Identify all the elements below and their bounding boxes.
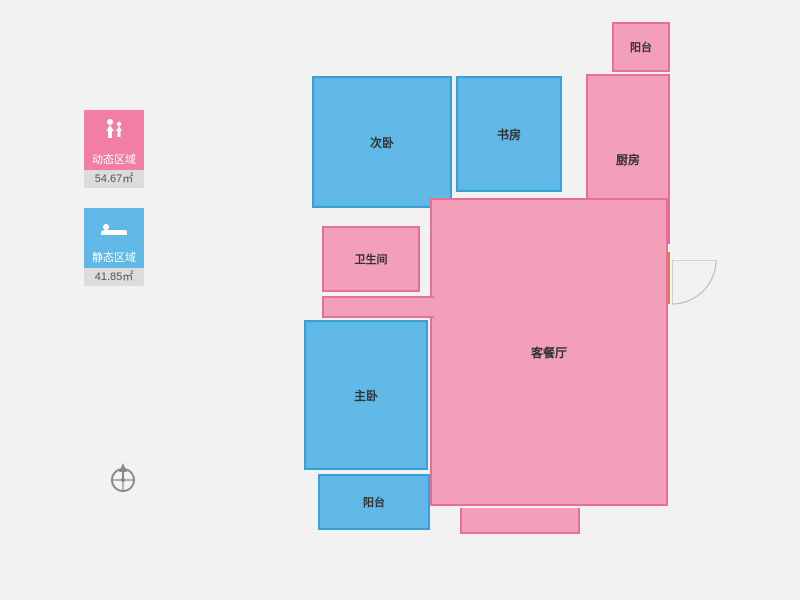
room-study: 书房 bbox=[456, 76, 562, 192]
room-label-study: 书房 bbox=[497, 126, 521, 143]
sleep-icon bbox=[84, 208, 144, 248]
legend-static: 静态区域 41.85㎡ bbox=[84, 208, 144, 286]
legend-dynamic-value: 54.67㎡ bbox=[84, 170, 144, 188]
room-balcony-bottom: 阳台 bbox=[318, 474, 430, 530]
room-bedroom-2: 次卧 bbox=[312, 76, 452, 208]
room-label-balcony-bottom: 阳台 bbox=[363, 494, 385, 510]
people-icon bbox=[84, 110, 144, 150]
room-living: 客餐厅 bbox=[430, 198, 668, 506]
room-balcony-top: 阳台 bbox=[612, 22, 670, 72]
room-bedroom-1: 主卧 bbox=[304, 320, 428, 470]
legend-dynamic-label: 动态区域 bbox=[84, 150, 144, 170]
floorplan: 阳台次卧书房厨房卫生间玄关客餐厅主卧阳台 bbox=[300, 20, 740, 580]
room-living-ext bbox=[322, 296, 434, 318]
compass-icon bbox=[105, 460, 141, 501]
room-label-bath: 卫生间 bbox=[355, 251, 388, 267]
door-swing bbox=[672, 260, 720, 308]
room-label-living: 客餐厅 bbox=[531, 344, 567, 361]
legend: 动态区域 54.67㎡ 静态区域 41.85㎡ bbox=[84, 110, 144, 306]
legend-static-label: 静态区域 bbox=[84, 248, 144, 268]
room-label-bedroom-2: 次卧 bbox=[370, 134, 394, 151]
room-label-kitchen: 厨房 bbox=[616, 151, 640, 168]
legend-dynamic: 动态区域 54.67㎡ bbox=[84, 110, 144, 188]
room-label-balcony-top: 阳台 bbox=[630, 39, 652, 55]
room-bath: 卫生间 bbox=[322, 226, 420, 292]
room-label-bedroom-1: 主卧 bbox=[354, 387, 378, 404]
legend-static-value: 41.85㎡ bbox=[84, 268, 144, 286]
room-living-bottom bbox=[460, 508, 580, 534]
